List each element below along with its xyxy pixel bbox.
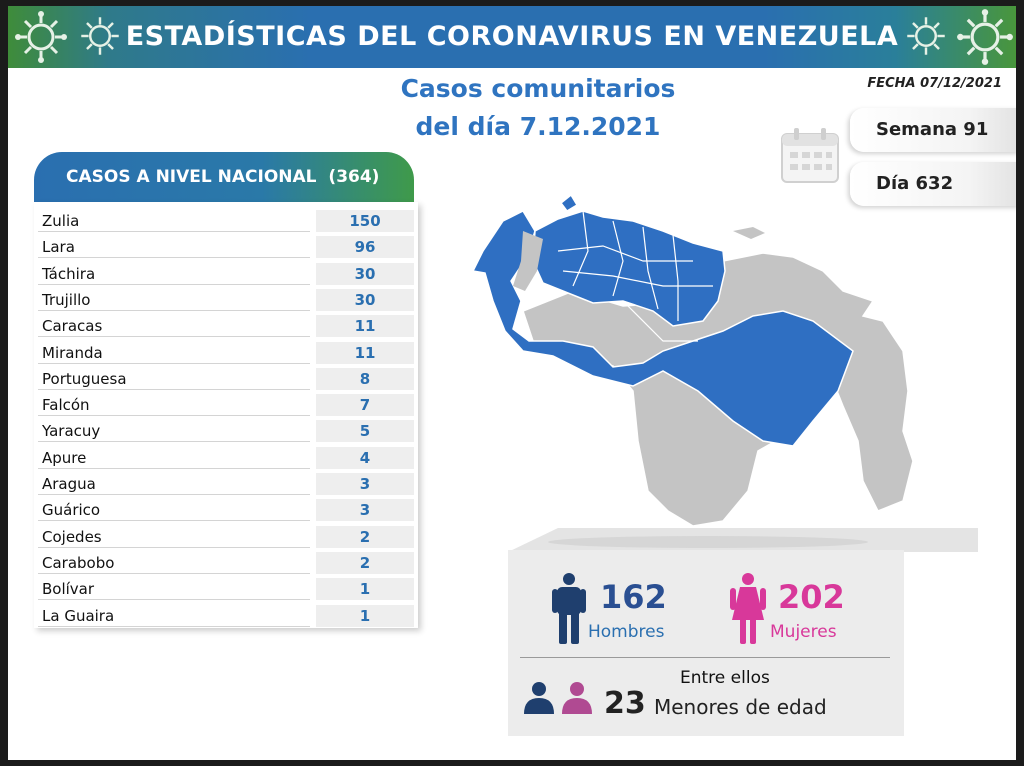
- women-count: 202: [778, 578, 845, 616]
- state-cases: 150: [316, 210, 414, 232]
- state-name: Zulia: [38, 210, 310, 232]
- table-row: Guárico 3: [38, 499, 414, 522]
- national-cases-label: CASOS A NIVEL NACIONAL: [66, 167, 317, 187]
- state-cases: 11: [316, 341, 414, 364]
- state-name: Trujillo: [38, 288, 310, 311]
- week-badge: Semana 91: [850, 108, 1016, 152]
- virus-icon: [907, 17, 945, 55]
- men-count: 162: [600, 578, 667, 616]
- table-row: Lara 96: [38, 236, 414, 259]
- map-region-blue: [532, 210, 726, 327]
- state-cases: 4: [316, 446, 414, 469]
- page-title: ESTADÍSTICAS DEL CORONAVIRUS EN VENEZUEL…: [125, 21, 899, 52]
- stats-divider: [520, 657, 890, 658]
- woman-icon: [730, 573, 766, 644]
- virus-icon: [81, 17, 119, 55]
- map-state-borders: [557, 210, 713, 342]
- header-banner: ESTADÍSTICAS DEL CORONAVIRUS EN VENEZUEL…: [8, 6, 1016, 68]
- state-name: La Guaira: [38, 604, 310, 627]
- state-name: Cojedes: [38, 525, 310, 548]
- among-label: Entre ellos: [680, 668, 770, 688]
- state-name: Táchira: [38, 262, 310, 285]
- state-name: Bolívar: [38, 578, 310, 601]
- date-label: FECHA 07/12/2021: [867, 76, 1002, 91]
- state-name: Falcón: [38, 394, 310, 417]
- map-region-gray: [733, 227, 765, 239]
- state-cases: 7: [316, 394, 414, 417]
- table-row: Falcón 7: [38, 394, 414, 417]
- state-cases: 1: [316, 604, 414, 627]
- state-name: Yaracuy: [38, 420, 310, 443]
- table-row: Aragua 3: [38, 473, 414, 495]
- table-row: Caracas 11: [38, 315, 414, 338]
- table-row: Trujillo 30: [38, 288, 414, 311]
- table-row: Táchira 30: [38, 262, 414, 285]
- table-row: Miranda 11: [38, 341, 414, 364]
- subtitle-line-1: Casos comunitarios: [400, 74, 676, 103]
- state-cases: 2: [316, 551, 414, 574]
- state-name: Apure: [38, 446, 310, 469]
- calendar-icon: [781, 128, 839, 183]
- stats-platform: [508, 528, 978, 552]
- state-cases: 11: [316, 315, 414, 338]
- map-region-blue: [559, 193, 579, 212]
- state-name: Guárico: [38, 499, 310, 522]
- child-icon: [562, 682, 592, 714]
- state-cases: 30: [316, 262, 414, 285]
- table-row: Portuguesa 8: [38, 367, 414, 390]
- minors-count: 23: [604, 686, 646, 721]
- table-row: Yaracuy 5: [38, 420, 414, 443]
- national-cases-total: (364): [328, 167, 380, 187]
- venezuela-map: [471, 193, 914, 527]
- map-region-blue: [471, 210, 854, 447]
- table-row: Zulia 150: [38, 210, 414, 232]
- table-row: Cojedes 2: [38, 525, 414, 548]
- state-cases: 96: [316, 236, 414, 259]
- national-cases-table: Zulia 150 Lara 96 Táchira 30 Trujillo 30 Caracas…: [34, 202, 418, 628]
- state-cases: 30: [316, 288, 414, 311]
- state-name: Caracas: [38, 315, 310, 338]
- virus-icon: [957, 9, 1013, 65]
- national-cases-header: CASOS A NIVEL NACIONAL (364): [34, 152, 414, 202]
- state-name: Miranda: [38, 341, 310, 364]
- state-cases: 1: [316, 578, 414, 601]
- men-label: Hombres: [588, 622, 665, 642]
- virus-icon: [15, 11, 67, 63]
- state-cases: 2: [316, 525, 414, 548]
- table-row: La Guaira 1: [38, 604, 414, 627]
- day-badge: Día 632: [850, 162, 1016, 206]
- state-cases: 3: [316, 499, 414, 522]
- subtitle: Casos comunitarios del día 7.12.2021: [368, 70, 708, 146]
- minors-label: Menores de edad: [654, 695, 827, 719]
- state-cases: 5: [316, 420, 414, 443]
- women-label: Mujeres: [770, 622, 837, 642]
- state-name: Lara: [38, 236, 310, 259]
- state-cases: 3: [316, 473, 414, 495]
- subtitle-line-2: del día 7.12.2021: [415, 112, 661, 141]
- state-name: Portuguesa: [38, 367, 310, 390]
- state-cases: 8: [316, 367, 414, 390]
- table-row: Apure 4: [38, 446, 414, 469]
- table-row: Carabobo 2: [38, 551, 414, 574]
- man-icon: [552, 573, 586, 644]
- state-name: Carabobo: [38, 551, 310, 574]
- infographic-page: ESTADÍSTICAS DEL CORONAVIRUS EN VENEZUEL…: [8, 6, 1016, 760]
- map-region-gray: [513, 231, 543, 291]
- state-name: Aragua: [38, 473, 310, 495]
- table-row: Bolívar 1: [38, 578, 414, 601]
- child-icon: [524, 682, 554, 714]
